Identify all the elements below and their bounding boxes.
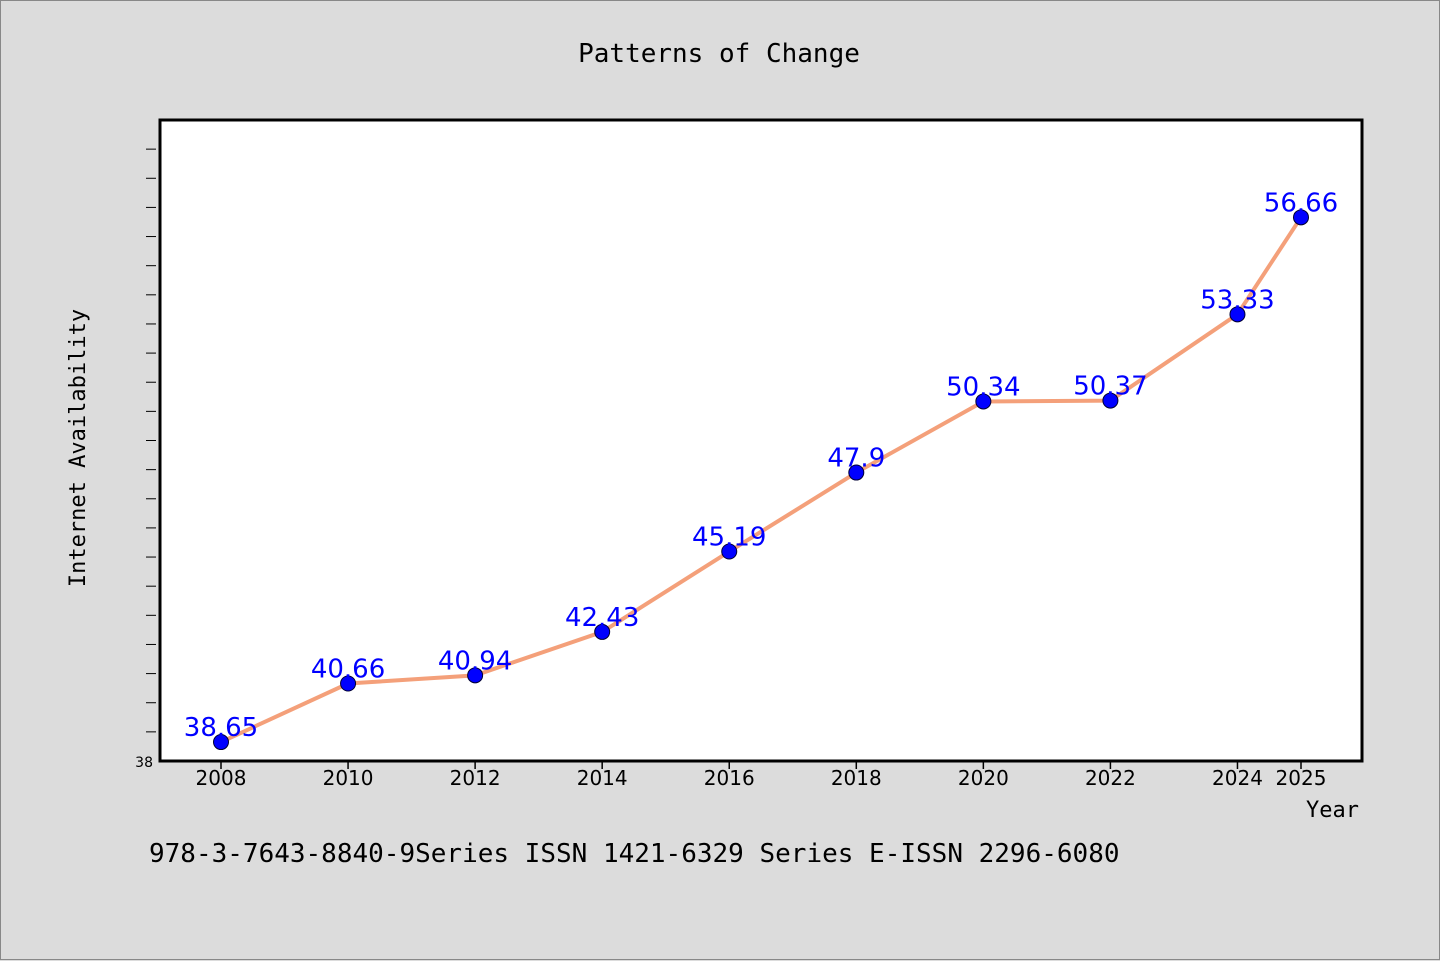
data-label: 40.66	[311, 654, 385, 684]
data-label: 42.43	[565, 603, 639, 633]
y-tick-label: 38	[135, 755, 153, 771]
data-label: 56.66	[1264, 188, 1338, 218]
footer-isbn-text: 978-3-7643-8840-9Series ISSN 1421-6329 S…	[149, 839, 1120, 869]
x-tick-label: 2018	[831, 766, 882, 790]
data-point	[975, 393, 992, 410]
data-label: 47.9	[827, 444, 885, 474]
data-label: 38.65	[184, 713, 258, 743]
x-tick-label: 2010	[323, 766, 374, 790]
x-tick-label: 2012	[450, 766, 501, 790]
data-point	[1229, 306, 1246, 323]
x-axis-ticks: 2008 2010 2012 2014 2016 2018 2020 2022 2024 2025	[196, 761, 1327, 790]
x-tick-label: 2024	[1212, 766, 1263, 790]
x-tick-label: 2020	[958, 766, 1009, 790]
data-label: 45.19	[692, 523, 766, 553]
data-label: 50.34	[946, 372, 1020, 402]
x-tick-label: 2008	[196, 766, 247, 790]
data-point	[594, 623, 611, 640]
x-tick-label: 2022	[1085, 766, 1136, 790]
data-markers	[213, 209, 1309, 751]
data-label: 53.33	[1200, 285, 1274, 315]
data-point	[848, 464, 865, 481]
chart-title: Patterns of Change	[578, 39, 860, 69]
series-line	[220, 216, 1303, 744]
plot-area	[158, 118, 1364, 763]
data-point	[1102, 392, 1119, 409]
data-label: 40.94	[438, 646, 512, 676]
data-point	[721, 543, 738, 560]
data-label: 50.37	[1073, 372, 1147, 402]
x-axis-label: Year	[1306, 798, 1359, 823]
x-tick-label: 2016	[704, 766, 755, 790]
x-tick-label: 2025	[1276, 766, 1327, 790]
data-point	[1293, 209, 1309, 226]
y-axis-tick-labels: 38	[135, 755, 153, 771]
y-axis-label: Internet Availability	[66, 309, 91, 587]
x-tick-label: 2014	[577, 766, 628, 790]
data-point	[467, 667, 484, 684]
y-axis-ticks	[146, 148, 156, 733]
data-point	[340, 675, 357, 692]
data-point	[213, 734, 229, 751]
data-labels: 38.65 40.66 40.94 42.43 45.19 47.9 50.34 50.37 5…	[184, 188, 1338, 743]
